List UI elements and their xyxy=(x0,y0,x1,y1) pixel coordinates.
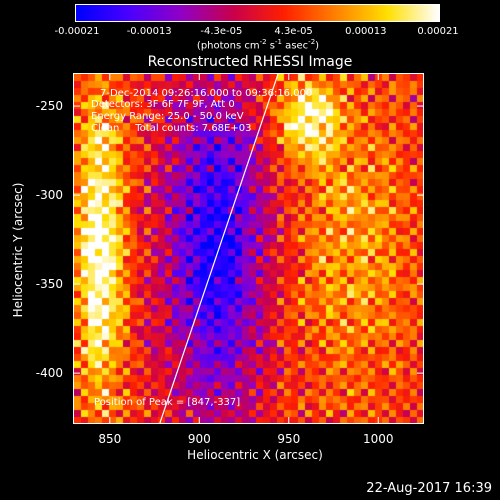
colorbar xyxy=(75,4,440,22)
y-tick-label: -400 xyxy=(35,366,63,381)
y-tick-label: -350 xyxy=(35,277,63,292)
colorbar-tick-label: 4.3e-05 xyxy=(274,26,313,37)
y-tick-label: -250 xyxy=(35,99,63,114)
colorbar-tick-label: 0.00021 xyxy=(417,26,459,37)
time-range-annotation: 7-Dec-2014 09:26:16.000 to 09:36:16.000 xyxy=(100,88,313,99)
solar-limb-line xyxy=(159,74,279,423)
colorbar-tick-label: -0.00013 xyxy=(126,26,172,37)
limb-overlay xyxy=(74,74,423,423)
x-tick-label: 900 xyxy=(187,432,211,446)
colorbar-tick-label: -4.3e-05 xyxy=(200,26,243,37)
energy-range-annotation: Energy Range: 25.0 - 50.0 keV xyxy=(91,111,244,122)
clean-annotation: Clean Total counts: 7.68E+03 xyxy=(91,123,252,134)
x-tick-label: 1000 xyxy=(362,432,394,446)
date-stamp: 22-Aug-2017 16:39 xyxy=(366,481,492,496)
x-tick-label: 850 xyxy=(98,432,122,446)
heatmap-image xyxy=(74,74,423,423)
y-axis-label: Heliocentric Y (arcsec) xyxy=(11,182,25,318)
colorbar-tick-label: -0.00021 xyxy=(54,26,100,37)
x-axis-label: Heliocentric X (arcsec) xyxy=(187,448,323,462)
colorbar-tick-label: 0.00013 xyxy=(345,26,387,37)
x-tick-label: 950 xyxy=(277,432,301,446)
chart-title: Reconstructed RHESSI Image xyxy=(147,54,353,70)
colorbar-unit-label: (photons cm-2 s-1 asec-2) xyxy=(196,38,320,52)
detectors-annotation: Detectors: 3F 6F 7F 9F, Att 0 xyxy=(91,99,235,110)
peak-position-annotation: Position of Peak = [847,-337] xyxy=(94,397,241,408)
plot-area xyxy=(73,73,424,424)
y-tick-label: -300 xyxy=(35,188,63,203)
